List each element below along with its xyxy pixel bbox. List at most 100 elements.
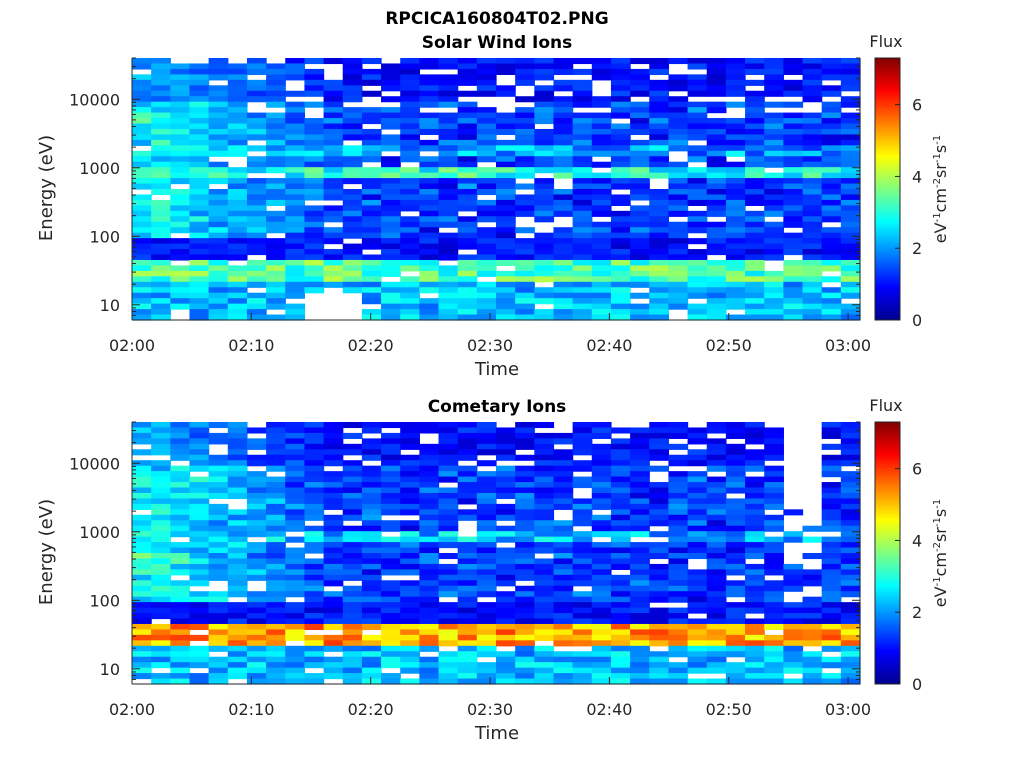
heatmap-cell (189, 134, 210, 141)
heatmap-cell (630, 629, 650, 636)
heatmap-cell (132, 123, 152, 130)
heatmap-cell (419, 656, 440, 663)
heatmap-cell (476, 607, 497, 614)
heatmap-cell (630, 172, 650, 179)
heatmap-cell (496, 536, 516, 543)
heatmap-cell (687, 123, 708, 130)
heatmap-cell (323, 503, 344, 510)
heatmap-cell (419, 645, 440, 652)
heatmap-cell (419, 227, 440, 234)
heatmap-cell (323, 128, 344, 136)
heatmap-cell (361, 558, 382, 565)
heatmap-cell (246, 476, 267, 483)
heatmap-cell (821, 656, 842, 663)
heatmap-cell (745, 221, 765, 228)
heatmap-cell (151, 678, 171, 685)
heatmap-cell (208, 309, 229, 316)
heatmap-cell (630, 449, 650, 456)
heatmap-cell (266, 259, 286, 267)
heatmap-cell (189, 460, 210, 467)
heatmap-cell (840, 314, 861, 321)
heatmap-cell (151, 662, 171, 669)
heatmap-cell (591, 128, 612, 136)
heatmap-cell (821, 547, 842, 554)
heatmap-cell (323, 254, 344, 261)
heatmap-cell (438, 243, 459, 250)
heatmap-cell (400, 298, 420, 305)
heatmap-cell (208, 596, 229, 603)
heatmap-cell (610, 156, 631, 163)
heatmap-cell (515, 629, 535, 636)
heatmap-cell (821, 514, 842, 521)
heatmap-cell (419, 145, 440, 152)
heatmap-cell (323, 645, 344, 652)
heatmap-cell (457, 602, 478, 609)
heatmap-cell (266, 221, 286, 228)
heatmap-cell (706, 678, 727, 685)
heatmap-cell (266, 167, 286, 174)
heatmap-cell (783, 199, 804, 206)
colorbar-unit-label: eV-1cm-2sr-1s-1 (931, 499, 950, 607)
heatmap-cell (745, 270, 765, 277)
heatmap-cell (227, 134, 248, 141)
heatmap-cell (266, 623, 286, 631)
heatmap-cell (764, 651, 784, 658)
heatmap-cell (725, 498, 746, 505)
heatmap-cell (745, 156, 765, 163)
heatmap-cell (515, 281, 535, 288)
heatmap-cell (610, 259, 631, 267)
heatmap-cell (381, 303, 401, 310)
heatmap-cell (610, 602, 631, 609)
heatmap-cell (515, 509, 535, 516)
heatmap-cell (285, 503, 306, 510)
heatmap-cell (496, 123, 516, 130)
heatmap-cell (591, 476, 612, 483)
heatmap-cell (400, 553, 420, 560)
heatmap-cell (725, 145, 746, 152)
heatmap-cell (246, 454, 267, 461)
heatmap-cell (706, 667, 727, 674)
heatmap-cell (266, 487, 286, 494)
heatmap-cell (361, 287, 382, 294)
heatmap-cell (285, 265, 306, 272)
heatmap-cell (668, 145, 689, 152)
heatmap-cell (227, 427, 248, 434)
heatmap-cell (496, 438, 516, 445)
heatmap-cell (476, 145, 497, 152)
heatmap-cell (572, 678, 593, 685)
heatmap-cell (381, 265, 401, 272)
heatmap-cell (246, 118, 267, 125)
heatmap-cell (342, 673, 363, 680)
heatmap-cell (189, 662, 210, 669)
heatmap-cell (189, 607, 210, 614)
heatmap-cell (783, 569, 804, 576)
heatmap-cell (285, 205, 306, 212)
heatmap-cell (802, 613, 823, 620)
heatmap-cell (553, 276, 574, 283)
heatmap-cell (840, 183, 861, 190)
heatmap-cell (132, 172, 152, 179)
heatmap-cell (266, 68, 286, 75)
heatmap-cell (706, 585, 727, 592)
heatmap-cell (381, 238, 401, 245)
heatmap-cell (189, 243, 210, 250)
heatmap-cell (323, 216, 344, 223)
heatmap-cell (821, 487, 842, 494)
heatmap-cell (764, 90, 784, 97)
heatmap-cell (438, 591, 459, 598)
heatmap-cell (170, 476, 191, 483)
heatmap-cell (400, 134, 420, 141)
heatmap-cell (764, 640, 784, 647)
heatmap-cell (553, 438, 574, 445)
heatmap-cell (400, 303, 420, 310)
heatmap-cell (515, 183, 535, 190)
heatmap-cell (515, 531, 535, 538)
heatmap-cell (227, 210, 248, 217)
heatmap-cell (745, 161, 765, 168)
heatmap-cell (706, 107, 727, 114)
heatmap-cell (706, 287, 727, 294)
heatmap-cell (610, 678, 631, 685)
heatmap-cell (132, 309, 152, 316)
heatmap-cell (610, 449, 631, 456)
heatmap-cell (745, 503, 765, 510)
